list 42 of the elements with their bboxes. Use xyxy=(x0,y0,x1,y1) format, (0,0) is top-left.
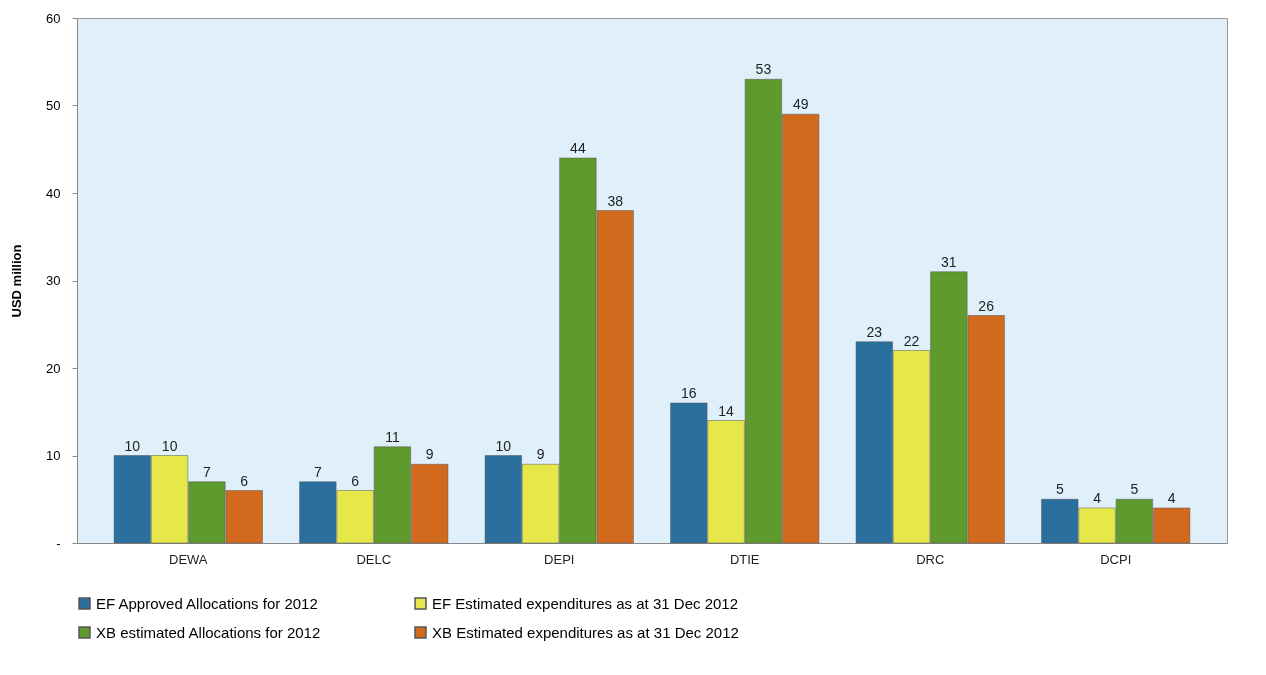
data-label: 7 xyxy=(313,463,322,480)
legend-label: EF Approved Allocations for 2012 xyxy=(96,594,318,612)
y-axis-title: USD million xyxy=(9,244,25,318)
data-label: 22 xyxy=(903,332,920,349)
x-tick-label: DEPI xyxy=(544,551,575,567)
data-label: 49 xyxy=(792,96,809,113)
data-label: 10 xyxy=(124,437,141,454)
data-label: 26 xyxy=(978,297,995,314)
legend-label: XB Estimated expenditures as at 31 Dec 2012 xyxy=(432,623,739,641)
legend-label: XB estimated Allocations for 2012 xyxy=(96,623,321,641)
data-label: 5 xyxy=(1055,481,1064,498)
data-label: 4 xyxy=(1093,490,1102,506)
y-tick-label: - xyxy=(56,535,61,551)
data-label: 9 xyxy=(536,446,545,463)
y-tick-label: 60 xyxy=(46,10,61,26)
y-tick-label: 20 xyxy=(46,360,61,376)
y-tick-label: 30 xyxy=(46,273,61,288)
x-tick-label: DCPI xyxy=(1100,551,1132,567)
data-label: 7 xyxy=(203,463,212,480)
data-label: 31 xyxy=(941,253,957,270)
data-label: 4 xyxy=(1167,490,1176,506)
data-label: 11 xyxy=(385,428,400,445)
data-label: 38 xyxy=(607,192,624,209)
y-tick-label: 10 xyxy=(46,448,61,463)
data-label: 16 xyxy=(681,385,697,401)
data-label: 23 xyxy=(866,323,883,340)
data-label: 6 xyxy=(351,472,360,489)
x-tick-label: DELC xyxy=(356,551,392,567)
data-label: 6 xyxy=(240,472,249,489)
legend-label: EF Estimated expenditures as at 31 Dec 2012 xyxy=(432,594,739,612)
y-tick-label: 40 xyxy=(46,185,61,201)
x-tick-label: DRC xyxy=(916,551,945,567)
data-label: 53 xyxy=(755,61,772,78)
data-label: 5 xyxy=(1130,481,1139,498)
data-label: 44 xyxy=(570,140,586,156)
y-tick-label: 50 xyxy=(46,98,61,113)
data-label: 14 xyxy=(718,402,735,419)
x-tick-label: DTIE xyxy=(729,551,760,567)
data-label: 9 xyxy=(425,446,434,463)
data-label: 10 xyxy=(495,437,512,454)
data-label: 10 xyxy=(161,437,178,454)
x-tick-label: DEWA xyxy=(169,551,208,567)
